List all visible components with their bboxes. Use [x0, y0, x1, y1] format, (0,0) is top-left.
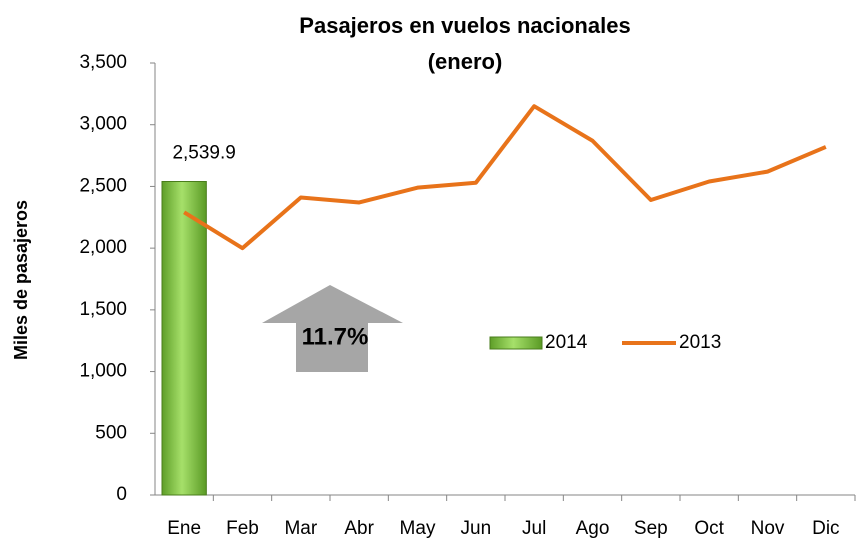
x-tick-label: Sep [634, 518, 668, 539]
x-tick-label: Mar [284, 518, 317, 539]
y-tick-label: 2,000 [79, 237, 127, 258]
y-tick-label: 3,000 [79, 114, 127, 135]
x-tick-label: Ago [576, 518, 610, 539]
bar [161, 181, 207, 496]
y-tick-label: 3,500 [79, 52, 127, 73]
x-tick-label: Abr [344, 518, 374, 539]
y-axis-label: Miles de pasajeros [11, 200, 31, 360]
x-tick-label: Ene [167, 518, 201, 539]
y-tick-label: 1,500 [79, 299, 127, 320]
x-tick-label: Oct [694, 518, 724, 539]
annotation: 11.7% [302, 323, 369, 350]
legend-label: 2013 [679, 332, 721, 353]
y-tick-label: 1,000 [79, 361, 127, 382]
chart-title: Pasajeros en vuelos nacionales [299, 13, 630, 38]
legend-swatch [489, 336, 543, 350]
chart-title: (enero) [428, 49, 503, 74]
arrow [262, 285, 403, 372]
x-tick-label: Jul [522, 518, 546, 539]
x-tick-label: Feb [226, 518, 259, 539]
legend-label: 2014 [545, 332, 588, 353]
data-label: 2,539.9 [172, 143, 235, 164]
line [183, 104, 827, 251]
x-tick-label: May [400, 518, 436, 539]
x-tick-label: Dic [812, 518, 839, 539]
x-tick-label: Nov [751, 518, 785, 539]
y-tick-label: 2,500 [79, 175, 127, 196]
y-tick-label: 500 [95, 422, 127, 443]
y-tick-label: 0 [116, 484, 127, 505]
x-tick-label: Jun [461, 518, 492, 539]
